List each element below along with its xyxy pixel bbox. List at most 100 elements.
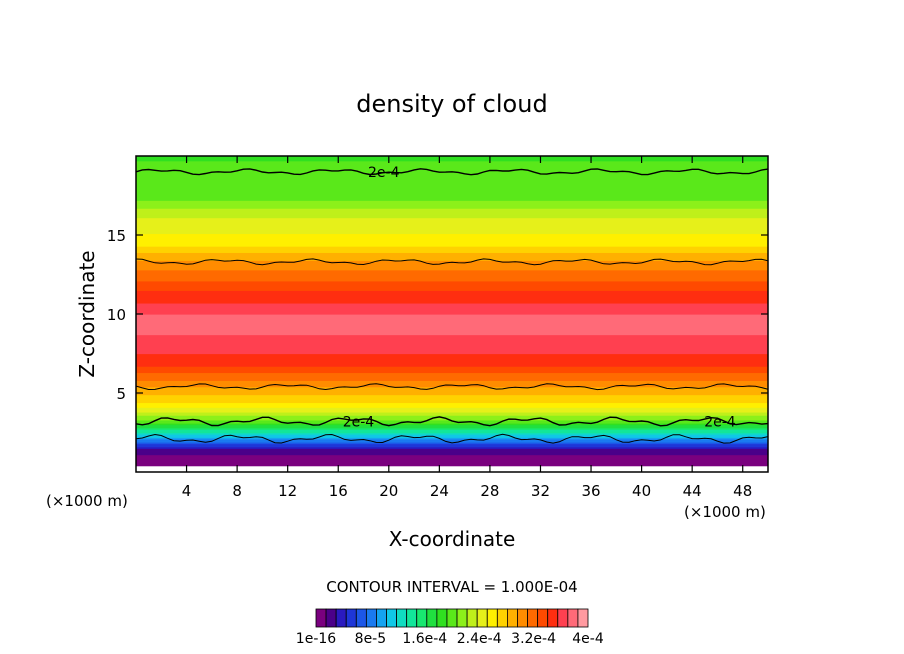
colorbar-swatch xyxy=(446,608,458,628)
density-band xyxy=(136,283,768,287)
density-band xyxy=(136,242,768,246)
colorbar-label: 2.4e-4 xyxy=(457,631,502,647)
x-tick-label: 16 xyxy=(329,482,348,500)
density-band xyxy=(136,258,768,261)
density-band xyxy=(136,246,768,249)
density-band xyxy=(136,230,768,233)
density-band xyxy=(136,252,768,255)
density-band xyxy=(136,225,768,228)
density-band xyxy=(136,261,768,265)
density-band xyxy=(136,257,768,260)
x-tick-label: 8 xyxy=(232,482,242,500)
density-band xyxy=(136,339,768,342)
density-band xyxy=(136,302,768,306)
colorbar-swatch xyxy=(537,608,549,628)
density-band xyxy=(136,351,768,355)
density-band xyxy=(136,260,768,263)
density-band xyxy=(136,200,768,203)
density-band xyxy=(136,315,768,318)
density-band xyxy=(136,206,768,209)
density-band xyxy=(136,186,768,189)
density-band xyxy=(136,432,768,435)
density-band xyxy=(136,438,768,441)
x-tick-label: 12 xyxy=(278,482,297,500)
density-band xyxy=(136,182,768,186)
density-band xyxy=(136,168,768,171)
density-band xyxy=(136,299,768,302)
density-band xyxy=(136,378,768,381)
y-axis-label: Z-coordinate xyxy=(75,250,99,377)
density-band xyxy=(136,228,768,231)
density-band xyxy=(136,282,768,285)
colorbar-swatch xyxy=(466,608,478,628)
density-band xyxy=(136,389,768,393)
density-band xyxy=(136,291,768,295)
x-axis-label: X-coordinate xyxy=(389,527,516,551)
density-band xyxy=(136,367,768,370)
density-band xyxy=(136,427,768,430)
density-band xyxy=(136,410,768,413)
density-band xyxy=(136,266,768,269)
density-band xyxy=(136,301,768,304)
density-band xyxy=(136,358,768,361)
density-band xyxy=(136,314,768,317)
density-band xyxy=(136,269,768,272)
density-band xyxy=(136,443,768,446)
colorbar-swatch xyxy=(527,608,539,628)
density-band xyxy=(136,265,768,268)
density-band xyxy=(136,176,768,179)
colorbar-label: 1e-16 xyxy=(296,631,336,647)
colorbar-swatch xyxy=(456,608,468,628)
density-band xyxy=(136,377,768,380)
colorbar-swatch xyxy=(365,608,377,628)
density-band xyxy=(136,195,768,198)
density-band xyxy=(136,364,768,367)
density-band xyxy=(136,253,768,257)
contour-line xyxy=(136,433,768,444)
density-band xyxy=(136,396,768,399)
x-tick-label: 24 xyxy=(430,482,449,500)
colorbar-swatch xyxy=(436,608,448,628)
density-band xyxy=(136,340,768,344)
density-band xyxy=(136,375,768,378)
density-band xyxy=(136,323,768,326)
density-band xyxy=(136,239,768,242)
density-band xyxy=(136,381,768,385)
density-band xyxy=(136,318,768,321)
density-band xyxy=(136,454,768,457)
density-band xyxy=(136,437,768,440)
contour-line xyxy=(136,258,768,266)
colorbar-label: 1.6e-4 xyxy=(402,631,447,647)
density-band xyxy=(136,380,768,383)
colorbar-swatch xyxy=(345,608,357,628)
density-band xyxy=(136,329,768,332)
density-band xyxy=(136,209,768,212)
density-band xyxy=(136,173,768,176)
density-band xyxy=(136,216,768,219)
density-band xyxy=(136,402,768,405)
density-band xyxy=(136,394,768,397)
density-band xyxy=(136,309,768,312)
density-band xyxy=(136,271,768,274)
density-band xyxy=(136,298,768,301)
density-band xyxy=(136,296,768,299)
density-band xyxy=(136,263,768,266)
density-band xyxy=(136,430,768,434)
density-band xyxy=(136,174,768,178)
density-band xyxy=(136,249,768,252)
colorbar xyxy=(315,608,589,628)
density-band xyxy=(136,167,768,170)
contour-interval: CONTOUR INTERVAL = 1.000E-04 xyxy=(326,578,577,596)
contour-line xyxy=(136,168,768,176)
density-band xyxy=(136,361,768,364)
density-band xyxy=(136,212,768,216)
density-band xyxy=(136,219,768,222)
density-band xyxy=(136,231,768,235)
y-tick-label: 5 xyxy=(116,385,126,403)
plot-area xyxy=(136,156,768,472)
contour-label: 2e-4 xyxy=(704,414,736,430)
density-band xyxy=(136,434,768,437)
contour-labels: 2e-4 2e-4 2e-4 xyxy=(343,165,736,431)
density-band xyxy=(136,187,768,190)
